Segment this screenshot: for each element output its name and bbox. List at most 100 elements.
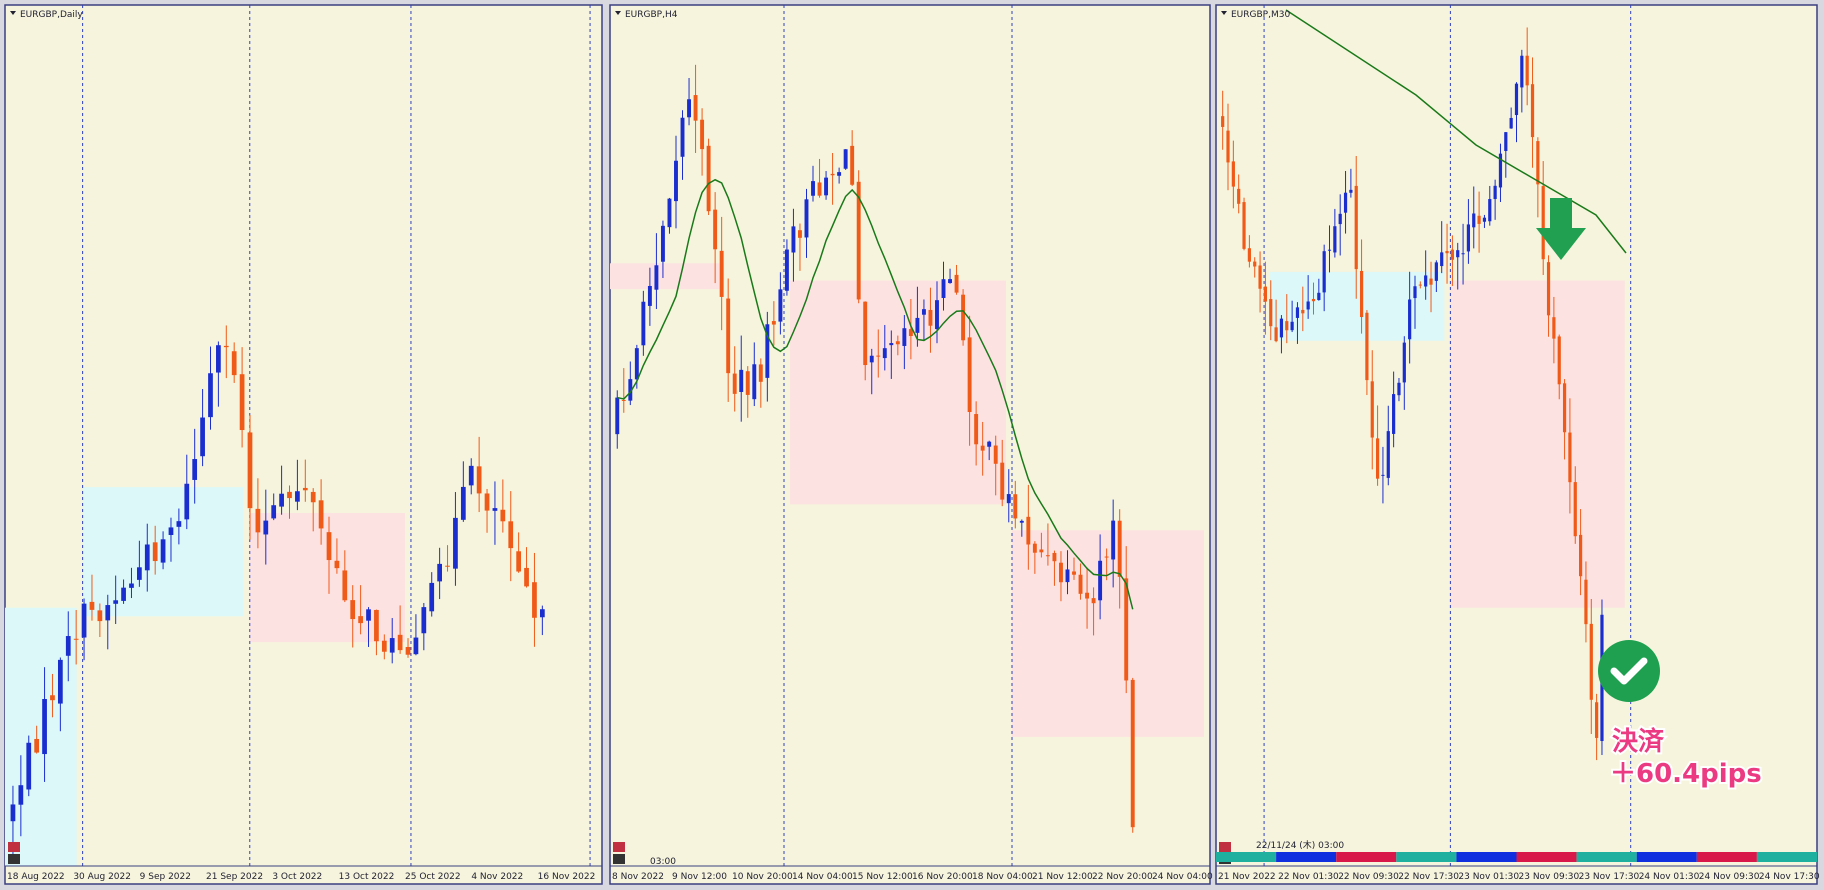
candle-body xyxy=(239,374,245,431)
candle-body xyxy=(279,493,284,507)
candle-body xyxy=(1274,327,1278,342)
candle-body xyxy=(1045,555,1050,557)
candle-body xyxy=(429,582,435,612)
x-axis-label: 22 Nov 01:30 xyxy=(1278,872,1339,882)
candle-body xyxy=(693,95,698,121)
candle-body xyxy=(687,99,691,118)
candle-body xyxy=(1111,520,1116,560)
candle-body xyxy=(752,364,757,400)
candle-body xyxy=(824,177,829,196)
candle-body xyxy=(902,328,907,346)
candle-body xyxy=(1253,261,1257,267)
candle-body xyxy=(144,544,150,571)
chart-title: EURGBP,Daily xyxy=(20,10,83,20)
candle-body xyxy=(350,600,356,620)
candle-body xyxy=(508,521,514,549)
candle-body xyxy=(778,289,783,322)
candle-body xyxy=(397,634,403,651)
candle-body xyxy=(771,321,776,325)
candle-body xyxy=(1072,571,1076,575)
x-axis-label: 23 Nov 17:30 xyxy=(1579,872,1640,882)
x-axis-label: 30 Aug 2022 xyxy=(73,872,131,882)
candle-body xyxy=(374,609,379,642)
candle-body xyxy=(1392,394,1396,434)
candle-body xyxy=(1370,381,1374,438)
candle-body xyxy=(915,317,920,333)
candle-body xyxy=(1568,432,1572,483)
candle-body xyxy=(1124,578,1129,681)
session-bar xyxy=(1636,852,1697,862)
candle-body xyxy=(961,294,966,341)
candle-body xyxy=(745,371,750,395)
candle-body xyxy=(732,373,737,394)
chart-window: EURGBP,Daily 18 Aug 2022 30 Aug 2022 9 Sep … xyxy=(4,4,603,885)
annotation-title: 決済 xyxy=(1612,726,1665,757)
candle-body xyxy=(1231,161,1235,187)
candle-body xyxy=(1085,592,1090,599)
x-axis-label: 8 Nov 2022 xyxy=(612,872,664,882)
candle-body xyxy=(89,601,95,610)
candle-body xyxy=(674,160,678,202)
candle-body xyxy=(1359,270,1364,318)
x-axis-label: 9 Nov 12:00 xyxy=(672,872,727,882)
candle-body xyxy=(804,199,809,238)
candle-body xyxy=(1557,336,1561,385)
candle-body xyxy=(1019,520,1024,523)
candle-body xyxy=(1327,249,1332,251)
candle-body xyxy=(928,309,933,326)
candle-body xyxy=(863,301,868,366)
candle-body xyxy=(42,699,47,755)
candle-body xyxy=(1429,278,1433,285)
candle-body xyxy=(700,119,705,150)
candle-body xyxy=(1461,253,1465,255)
toolbar-icon xyxy=(613,842,625,852)
candle-body xyxy=(1039,549,1044,553)
zone xyxy=(1012,530,1204,737)
candle-body xyxy=(65,636,71,656)
candle-body xyxy=(310,491,316,503)
candle-body xyxy=(1381,474,1385,476)
toolbar-icon xyxy=(1219,842,1231,852)
candle-body xyxy=(719,250,724,297)
candle-body xyxy=(295,491,300,502)
candle-body xyxy=(184,483,190,520)
candle-body xyxy=(1104,556,1109,558)
candle-body xyxy=(980,445,985,451)
candle-body xyxy=(1493,185,1497,200)
candle-body xyxy=(10,804,16,822)
candle-body xyxy=(1397,382,1401,396)
candle-body xyxy=(817,182,822,196)
candle-body xyxy=(1578,534,1583,577)
window-menu-icon xyxy=(10,11,16,15)
chart-bg xyxy=(4,4,603,885)
candle-body xyxy=(628,379,633,401)
candle-body xyxy=(263,520,269,535)
candle-body xyxy=(1338,213,1342,225)
candle-body xyxy=(1584,579,1588,625)
candle-body xyxy=(1530,84,1535,138)
candle-body xyxy=(34,738,40,753)
candle-body xyxy=(889,343,894,346)
candle-body xyxy=(1032,543,1037,553)
session-bar xyxy=(1756,852,1817,862)
session-bar xyxy=(1516,852,1577,862)
candle-body xyxy=(231,351,237,376)
session-bar xyxy=(1396,852,1457,862)
x-axis-label: 24 Nov 17:30 xyxy=(1759,872,1820,882)
candle-body xyxy=(1402,342,1406,383)
candle-body xyxy=(1226,130,1230,163)
candle-body xyxy=(1424,275,1428,287)
candle-body xyxy=(358,616,363,624)
candle-body xyxy=(1488,199,1492,222)
candle-body xyxy=(791,226,796,253)
candle-body xyxy=(895,341,900,345)
candle-body xyxy=(137,567,142,580)
candle-body xyxy=(208,373,213,418)
candle-body xyxy=(1006,494,1011,504)
candle-body xyxy=(850,145,855,185)
candle-body xyxy=(1445,251,1449,254)
candle-body xyxy=(1482,217,1487,222)
candle-body xyxy=(445,565,450,567)
